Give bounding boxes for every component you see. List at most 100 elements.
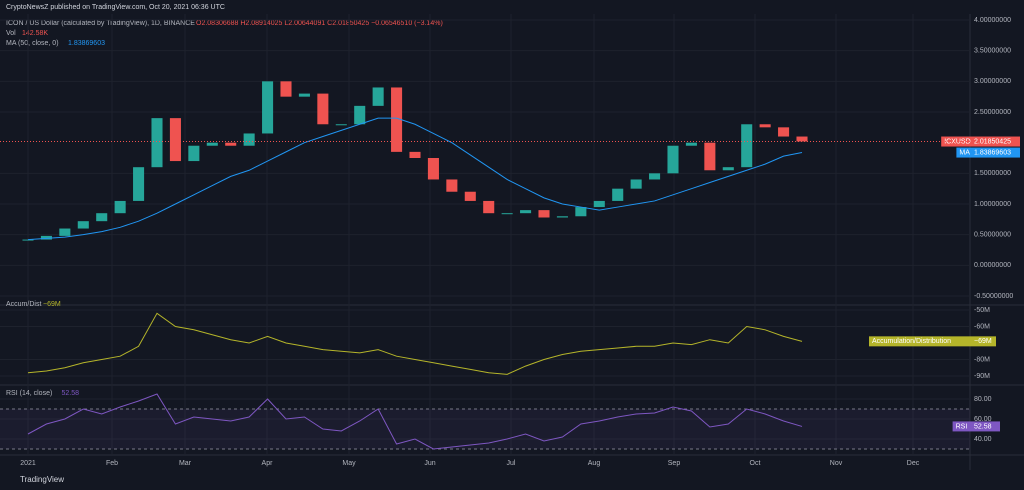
candle [262,81,274,134]
candle [96,213,108,222]
y-tick-label: 1.00000000 [974,201,1011,208]
candle [22,239,34,241]
legend-symbol: ICON / US Dollar (calculated by TradingV… [6,20,195,27]
y-tick-label: -0.50000000 [974,293,1013,300]
candle [685,142,697,146]
candle [188,145,200,162]
price-badge: RSI 52.58 [952,421,1000,432]
candle [538,210,550,218]
candle [372,87,384,106]
time-label: Feb [106,460,118,467]
candle [704,142,716,171]
y-tick-label: 3.00000000 [974,78,1011,85]
badge-value: 1.83869603 [974,149,1011,156]
candle [77,221,89,229]
time-label: Jul [507,460,516,467]
footer: TradingView [20,475,64,484]
candle [483,200,495,214]
candle [759,124,771,128]
series-line [27,117,803,241]
candle [796,136,808,142]
candle [225,142,237,146]
badge-name: MA [959,149,970,156]
candle [464,191,476,201]
candle [317,93,329,125]
candle [40,235,52,240]
y-tick-label: 1.50000000 [974,170,1011,177]
y-tick-label: 0.50000000 [974,232,1011,239]
price-badge: Accumulation/Distribution −69M [869,336,996,347]
candle [206,142,218,146]
time-label: Sep [668,460,681,467]
badge-name: RSI [956,423,968,430]
series-line [27,312,803,375]
legend-vol: Vol [6,30,16,37]
y-tick-label: 80.00 [974,396,992,403]
candle [243,133,255,146]
time-label: May [342,460,356,467]
legend-vol-value: 142.58K [22,30,48,37]
y-tick-label: -80M [974,356,990,363]
header: CryptoNewsZ published on TradingView.com… [6,4,225,11]
pane-title: Accum/Dist [6,301,41,308]
candle [409,151,421,158]
time-label: Oct [750,460,761,467]
badge-bg [956,147,1020,158]
badge-name: Accumulation/Distribution [872,338,951,345]
candle [151,118,163,168]
time-label: Dec [907,460,920,467]
candle [520,210,532,214]
pane-title: RSI (14, close) [6,390,52,397]
candle [169,118,181,162]
candle [391,87,403,152]
badge-bg [869,336,996,347]
candle [778,127,790,137]
candle [335,124,347,126]
price-badge: MA 1.83869603 [956,147,1020,158]
series-line [27,393,803,450]
y-tick-label: -90M [974,373,990,380]
candle [575,207,587,217]
candle [667,145,679,174]
badge-value: −69M [974,338,992,345]
badge-value: 52.58 [974,423,992,430]
candle [354,105,366,125]
candle [446,179,458,192]
candle [741,124,753,168]
price-badge: ICXUSD 2.01850425 [941,136,1020,147]
y-tick-label: 2.50000000 [974,109,1011,116]
y-tick-label: -60M [974,323,990,330]
legend-ma: MA (50, close, 0) [6,40,59,47]
pane-title-value: −69M [43,301,61,308]
candle [280,81,292,97]
candle [556,216,568,218]
y-tick-label: 4.00000000 [974,17,1011,24]
y-tick-label: -50M [974,307,990,314]
candle [59,228,71,236]
badge-bg [952,421,1000,432]
candle [649,173,661,180]
candle [593,200,605,208]
time-label: Nov [830,460,843,467]
candle [722,167,734,171]
candle [501,213,513,215]
badge-bg [941,136,1020,147]
time-label: Aug [588,460,601,467]
candle [427,158,439,180]
legend-ma-value: 1.83869603 [68,40,105,47]
legend-ohlc: O2.08306688 H2.08914025 L2.00644091 C2.0… [196,20,443,27]
candle [630,179,642,189]
candle [298,93,310,97]
candle [612,188,624,201]
candle [133,167,145,201]
time-label: 2021 [20,460,36,467]
rsi-band-fill [0,409,970,449]
time-label: Apr [262,460,274,467]
candle [114,200,126,214]
pane-title-value: 52.58 [62,390,80,397]
y-tick-label: 3.50000000 [974,48,1011,55]
time-label: Jun [424,460,435,467]
y-tick-label: 60.00 [974,416,992,423]
badge-value: 2.01850425 [974,138,1011,145]
